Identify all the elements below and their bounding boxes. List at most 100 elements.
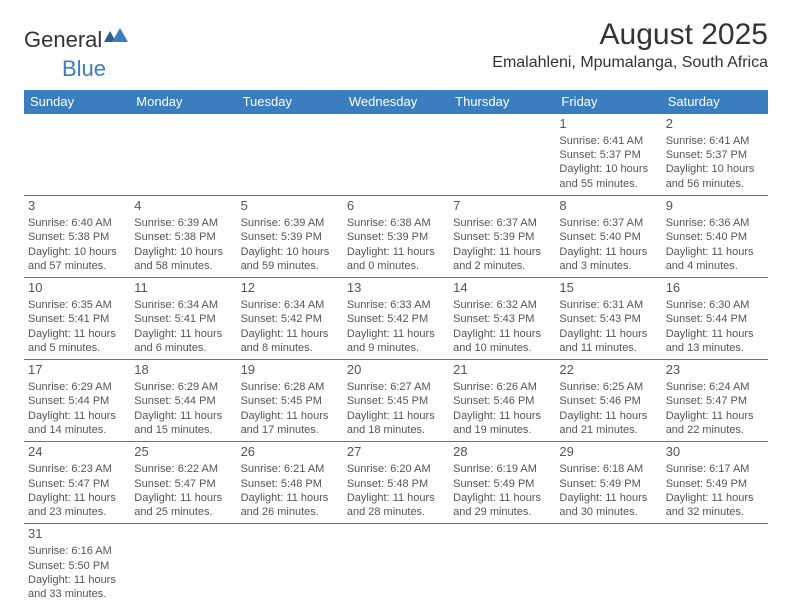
- day-number: 12: [241, 280, 339, 297]
- calendar-cell: 24Sunrise: 6:23 AMSunset: 5:47 PMDayligh…: [24, 442, 130, 524]
- calendar-cell: 22Sunrise: 6:25 AMSunset: 5:46 PMDayligh…: [555, 360, 661, 442]
- logo-text-1: General: [24, 27, 102, 53]
- cell-line: Daylight: 11 hours: [28, 409, 126, 423]
- cell-line: and 19 minutes.: [453, 423, 551, 437]
- location: Emalahleni, Mpumalanga, South Africa: [492, 54, 768, 72]
- logo-flag-icon: [104, 24, 128, 50]
- cell-line: Daylight: 10 hours: [134, 245, 232, 259]
- cell-line: Sunset: 5:37 PM: [666, 148, 764, 162]
- calendar-cell: 2Sunrise: 6:41 AMSunset: 5:37 PMDaylight…: [662, 114, 768, 196]
- calendar-cell: 14Sunrise: 6:32 AMSunset: 5:43 PMDayligh…: [449, 278, 555, 360]
- calendar-cell: 30Sunrise: 6:17 AMSunset: 5:49 PMDayligh…: [662, 442, 768, 524]
- day-number: 5: [241, 198, 339, 215]
- cell-line: Daylight: 11 hours: [134, 491, 232, 505]
- cell-line: Daylight: 11 hours: [241, 409, 339, 423]
- day-number: 28: [453, 444, 551, 461]
- cell-line: and 9 minutes.: [347, 341, 445, 355]
- cell-line: Sunrise: 6:22 AM: [134, 462, 232, 476]
- calendar-cell: 19Sunrise: 6:28 AMSunset: 5:45 PMDayligh…: [237, 360, 343, 442]
- day-number: 31: [28, 526, 126, 543]
- cell-line: and 17 minutes.: [241, 423, 339, 437]
- cell-line: Sunrise: 6:37 AM: [559, 216, 657, 230]
- cell-line: Daylight: 11 hours: [453, 245, 551, 259]
- day-number: 1: [559, 116, 657, 133]
- cell-line: Daylight: 10 hours: [666, 162, 764, 176]
- cell-line: and 10 minutes.: [453, 341, 551, 355]
- weekday-sunday: Sunday: [24, 90, 130, 114]
- calendar-cell: 15Sunrise: 6:31 AMSunset: 5:43 PMDayligh…: [555, 278, 661, 360]
- cell-line: Daylight: 11 hours: [134, 327, 232, 341]
- calendar-cell: [343, 524, 449, 606]
- calendar-row: 31Sunrise: 6:16 AMSunset: 5:50 PMDayligh…: [24, 524, 768, 606]
- cell-line: and 6 minutes.: [134, 341, 232, 355]
- cell-line: Sunrise: 6:35 AM: [28, 298, 126, 312]
- day-number: 3: [28, 198, 126, 215]
- cell-line: Sunrise: 6:23 AM: [28, 462, 126, 476]
- cell-line: Sunset: 5:48 PM: [241, 477, 339, 491]
- day-number: 20: [347, 362, 445, 379]
- cell-line: Sunrise: 6:24 AM: [666, 380, 764, 394]
- day-number: 4: [134, 198, 232, 215]
- cell-line: Daylight: 11 hours: [347, 409, 445, 423]
- calendar-row: 3Sunrise: 6:40 AMSunset: 5:38 PMDaylight…: [24, 196, 768, 278]
- cell-line: Sunset: 5:42 PM: [347, 312, 445, 326]
- calendar-cell: 10Sunrise: 6:35 AMSunset: 5:41 PMDayligh…: [24, 278, 130, 360]
- cell-line: and 2 minutes.: [453, 259, 551, 273]
- cell-line: Sunrise: 6:31 AM: [559, 298, 657, 312]
- cell-line: Sunset: 5:48 PM: [347, 477, 445, 491]
- cell-line: Sunset: 5:46 PM: [453, 394, 551, 408]
- cell-line: Sunset: 5:41 PM: [28, 312, 126, 326]
- cell-line: and 18 minutes.: [347, 423, 445, 437]
- day-number: 2: [666, 116, 764, 133]
- cell-line: and 14 minutes.: [28, 423, 126, 437]
- calendar-cell: 4Sunrise: 6:39 AMSunset: 5:38 PMDaylight…: [130, 196, 236, 278]
- weekday-tuesday: Tuesday: [237, 90, 343, 114]
- calendar-cell: 29Sunrise: 6:18 AMSunset: 5:49 PMDayligh…: [555, 442, 661, 524]
- cell-line: Sunset: 5:44 PM: [666, 312, 764, 326]
- cell-line: Daylight: 11 hours: [666, 245, 764, 259]
- calendar-cell: 26Sunrise: 6:21 AMSunset: 5:48 PMDayligh…: [237, 442, 343, 524]
- cell-line: and 0 minutes.: [347, 259, 445, 273]
- calendar-cell: 17Sunrise: 6:29 AMSunset: 5:44 PMDayligh…: [24, 360, 130, 442]
- cell-line: Daylight: 11 hours: [28, 573, 126, 587]
- logo-text-2: Blue: [62, 56, 106, 82]
- calendar-cell: [237, 524, 343, 606]
- weekday-saturday: Saturday: [662, 90, 768, 114]
- calendar-cell: 5Sunrise: 6:39 AMSunset: 5:39 PMDaylight…: [237, 196, 343, 278]
- day-number: 17: [28, 362, 126, 379]
- cell-line: Sunset: 5:37 PM: [559, 148, 657, 162]
- cell-line: and 55 minutes.: [559, 177, 657, 191]
- cell-line: Sunset: 5:41 PM: [134, 312, 232, 326]
- cell-line: Daylight: 11 hours: [559, 245, 657, 259]
- cell-line: Sunrise: 6:37 AM: [453, 216, 551, 230]
- cell-line: Daylight: 11 hours: [28, 491, 126, 505]
- cell-line: and 15 minutes.: [134, 423, 232, 437]
- cell-line: Daylight: 11 hours: [453, 491, 551, 505]
- calendar-cell: 21Sunrise: 6:26 AMSunset: 5:46 PMDayligh…: [449, 360, 555, 442]
- cell-line: Sunset: 5:42 PM: [241, 312, 339, 326]
- cell-line: Daylight: 11 hours: [241, 491, 339, 505]
- weekday-wednesday: Wednesday: [343, 90, 449, 114]
- cell-line: Sunset: 5:49 PM: [559, 477, 657, 491]
- cell-line: Sunrise: 6:29 AM: [134, 380, 232, 394]
- calendar-cell: 6Sunrise: 6:38 AMSunset: 5:39 PMDaylight…: [343, 196, 449, 278]
- cell-line: Sunrise: 6:40 AM: [28, 216, 126, 230]
- day-number: 16: [666, 280, 764, 297]
- calendar-cell: [555, 524, 661, 606]
- cell-line: and 26 minutes.: [241, 505, 339, 519]
- calendar-cell: 8Sunrise: 6:37 AMSunset: 5:40 PMDaylight…: [555, 196, 661, 278]
- calendar-cell: 13Sunrise: 6:33 AMSunset: 5:42 PMDayligh…: [343, 278, 449, 360]
- cell-line: Sunset: 5:47 PM: [666, 394, 764, 408]
- cell-line: Sunrise: 6:41 AM: [666, 134, 764, 148]
- cell-line: and 21 minutes.: [559, 423, 657, 437]
- cell-line: Daylight: 11 hours: [241, 327, 339, 341]
- cell-line: Daylight: 11 hours: [347, 327, 445, 341]
- cell-line: Sunrise: 6:27 AM: [347, 380, 445, 394]
- calendar-table: Sunday Monday Tuesday Wednesday Thursday…: [24, 90, 768, 605]
- day-number: 29: [559, 444, 657, 461]
- cell-line: and 59 minutes.: [241, 259, 339, 273]
- calendar-cell: 28Sunrise: 6:19 AMSunset: 5:49 PMDayligh…: [449, 442, 555, 524]
- day-number: 7: [453, 198, 551, 215]
- cell-line: Sunrise: 6:36 AM: [666, 216, 764, 230]
- day-number: 22: [559, 362, 657, 379]
